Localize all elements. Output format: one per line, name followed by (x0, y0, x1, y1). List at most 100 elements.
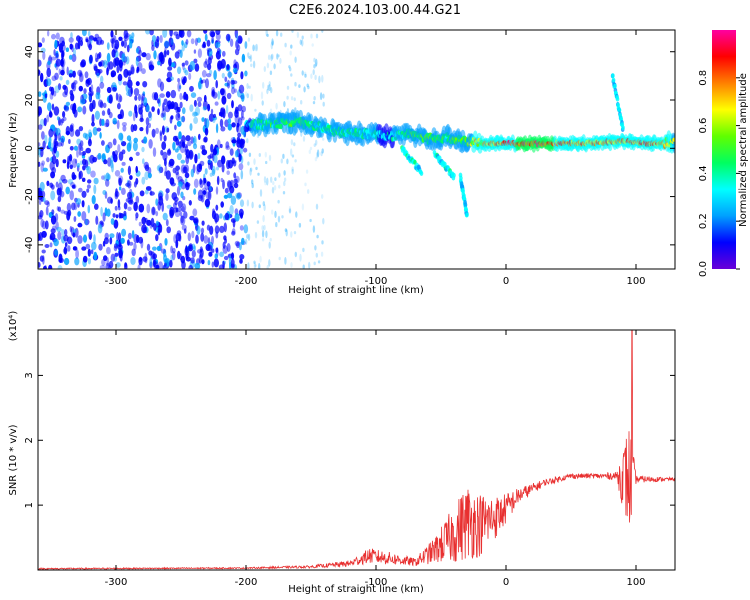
heatmap-cell (107, 141, 113, 149)
heatmap-cell (185, 93, 189, 102)
heatmap-cell (229, 204, 234, 215)
heatmap-cell (234, 106, 239, 115)
heatmap-cell (101, 258, 106, 266)
heatmap-cell (38, 161, 41, 167)
heatmap-cell (246, 93, 249, 99)
heatmap-cell (165, 192, 169, 201)
heatmap-cell (312, 69, 315, 76)
heatmap-cell (123, 68, 129, 78)
snr-frame (37, 329, 676, 571)
heatmap-cell (123, 202, 128, 210)
heatmap-cell (145, 52, 151, 61)
heatmap-cell (309, 218, 312, 223)
heatmap-cell (246, 199, 250, 207)
heatmap-cell (42, 197, 46, 203)
heatmap-cell (65, 125, 70, 136)
heatmap-cell (43, 117, 47, 127)
heatmap-cell (283, 181, 286, 187)
heatmap-cell (258, 262, 261, 269)
heatmap-cell (135, 81, 140, 87)
heatmap-cell (192, 143, 198, 150)
heatmap-cell (102, 190, 107, 195)
heatmap-cell (291, 168, 294, 175)
heatmap-cell (44, 93, 48, 99)
x-tick-label: -200 (235, 577, 258, 588)
heatmap-cell (159, 35, 163, 43)
heatmap-cell (244, 41, 248, 49)
heatmap-cell (71, 202, 76, 211)
heatmap-cell (66, 66, 69, 76)
heatmap-cell (151, 92, 157, 101)
heatmap-cell (172, 247, 176, 254)
heatmap-cell (233, 178, 238, 184)
heatmap-cell (221, 155, 226, 165)
heatmap-cell (194, 63, 200, 72)
heatmap-cell (250, 167, 253, 172)
heatmap-cell (87, 30, 91, 37)
heatmap-cell (265, 30, 268, 37)
heatmap-cell (240, 169, 244, 180)
heatmap-cell (301, 70, 304, 76)
heatmap-cell (46, 67, 51, 78)
heatmap-cell (197, 249, 203, 254)
heatmap-cell (124, 262, 127, 268)
heatmap-cell (226, 170, 230, 175)
heatmap-cell (247, 37, 251, 42)
heatmap-cell (162, 151, 168, 161)
heatmap-cell (234, 48, 240, 56)
heatmap-cell (238, 163, 244, 171)
heatmap-cell (138, 221, 142, 227)
heatmap-cell (161, 125, 165, 135)
heatmap-cell (41, 131, 45, 140)
heatmap-cell (144, 171, 149, 181)
heatmap-cell (246, 234, 249, 239)
heatmap-cell (180, 191, 184, 199)
heatmap-cell (204, 198, 211, 208)
heatmap-cell (180, 215, 184, 224)
heatmap-cell (148, 64, 155, 71)
heatmap-cell (178, 30, 183, 38)
heatmap-cell (290, 73, 293, 77)
heatmap-cell (295, 211, 298, 218)
heatmap-cell (128, 199, 134, 205)
heatmap-cell (81, 177, 86, 182)
heatmap-cell (46, 157, 50, 163)
heatmap-cell (163, 258, 169, 264)
heatmap-cell (437, 155, 442, 161)
heatmap-cell (223, 194, 229, 199)
spectrogram-ylabel: Frequency (Hz) (8, 112, 19, 188)
heatmap-cell (207, 49, 210, 56)
heatmap-cell (53, 90, 57, 97)
heatmap-cell (99, 81, 105, 89)
heatmap-cell (76, 35, 81, 42)
heatmap-cell (55, 158, 59, 168)
heatmap-cell (241, 92, 245, 102)
heatmap-cell (164, 158, 167, 167)
heatmap-cell (120, 237, 125, 244)
heatmap-cell (263, 176, 267, 183)
heatmap-cell (63, 234, 69, 242)
heatmap-cell (54, 39, 58, 49)
heatmap-cell (88, 35, 95, 41)
heatmap-cell (308, 149, 311, 155)
heatmap-cell (185, 181, 189, 187)
heatmap-cell (136, 234, 140, 244)
heatmap-cell (115, 262, 121, 268)
snr-multiplier: (x10⁴) (8, 311, 19, 342)
heatmap-cell (85, 243, 91, 250)
heatmap-cell (256, 220, 260, 224)
heatmap-cell (69, 127, 75, 137)
heatmap-cell (209, 172, 213, 177)
heatmap-cell (110, 30, 114, 38)
heatmap-cell (313, 96, 316, 101)
heatmap-cell (157, 108, 160, 116)
heatmap-cell (49, 161, 55, 171)
heatmap-cell (118, 232, 122, 242)
heatmap-cell (127, 180, 132, 189)
heatmap-cell (87, 248, 91, 257)
heatmap-cell (112, 87, 117, 92)
heatmap-cell (116, 119, 120, 130)
heatmap-cell (165, 91, 171, 98)
heatmap-cell (321, 240, 324, 245)
heatmap-cell (50, 215, 57, 225)
